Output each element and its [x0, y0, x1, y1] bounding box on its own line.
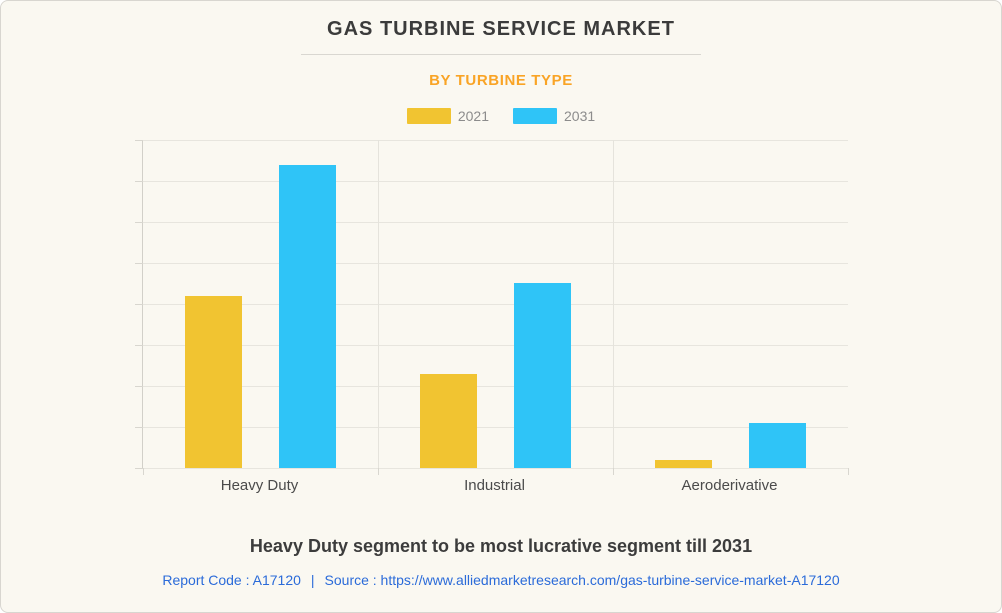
x-axis: Heavy Duty Industrial Aeroderivative [142, 477, 847, 497]
y-axis-tick [135, 222, 143, 223]
gridline-horizontal [143, 263, 848, 264]
source-link[interactable]: Source : https://www.alliedmarketresearc… [324, 572, 840, 588]
gridline-horizontal [143, 304, 848, 305]
gridline-horizontal [143, 427, 848, 428]
bar-2031-aeroderivative [749, 423, 806, 468]
y-axis-tick [135, 181, 143, 182]
bar-2021-heavy-duty [185, 296, 242, 468]
bar-2031-heavy-duty [279, 165, 336, 468]
gridline-horizontal [143, 386, 848, 387]
legend-label-2021: 2021 [457, 108, 489, 124]
y-axis-tick [135, 427, 143, 428]
report-code: Report Code : A17120 [162, 572, 301, 588]
bar-2021-industrial [420, 374, 477, 468]
gridline-horizontal [143, 468, 848, 469]
x-axis-label-industrial: Industrial [464, 477, 525, 494]
legend-label-2031: 2031 [564, 108, 596, 124]
caption: Heavy Duty segment to be most lucrative … [249, 536, 753, 556]
legend-item-2031: 2031 [513, 108, 595, 124]
bar-2031-industrial [514, 283, 571, 468]
chart-subtitle: BY TURBINE TYPE [429, 72, 573, 89]
y-axis-tick [135, 386, 143, 387]
legend-swatch-2021 [406, 108, 451, 124]
legend-item-2021: 2021 [406, 108, 489, 124]
legend: 2021 2031 [1, 108, 1001, 124]
chart-title: GAS TURBINE SERVICE MARKET [327, 18, 675, 40]
plot-area [135, 140, 849, 475]
y-axis-tick [135, 468, 143, 469]
y-axis-tick [135, 345, 143, 346]
x-axis-tick [613, 468, 614, 475]
gridline-vertical [613, 140, 614, 468]
x-axis-tick [848, 468, 849, 475]
y-axis-tick [135, 304, 143, 305]
x-axis-tick [378, 468, 379, 475]
gridline-horizontal [143, 140, 848, 141]
footer-source-line: Report Code : A17120 | Source : https://ww… [1, 572, 1001, 588]
x-axis-tick [143, 468, 144, 475]
y-axis-tick [135, 140, 143, 141]
legend-swatch-2031 [513, 108, 557, 124]
footer-separator: | [310, 572, 315, 588]
y-axis-tick [135, 263, 143, 264]
x-axis-label-aeroderivative: Aeroderivative [681, 477, 778, 494]
gridline-vertical [378, 140, 379, 468]
bar-2021-aeroderivative [655, 460, 712, 468]
gridline-horizontal [143, 345, 848, 346]
x-axis-label-heavy-duty: Heavy Duty [220, 477, 299, 494]
gridline-horizontal [143, 181, 848, 182]
gridline-horizontal [143, 222, 848, 223]
title-divider [301, 54, 701, 55]
